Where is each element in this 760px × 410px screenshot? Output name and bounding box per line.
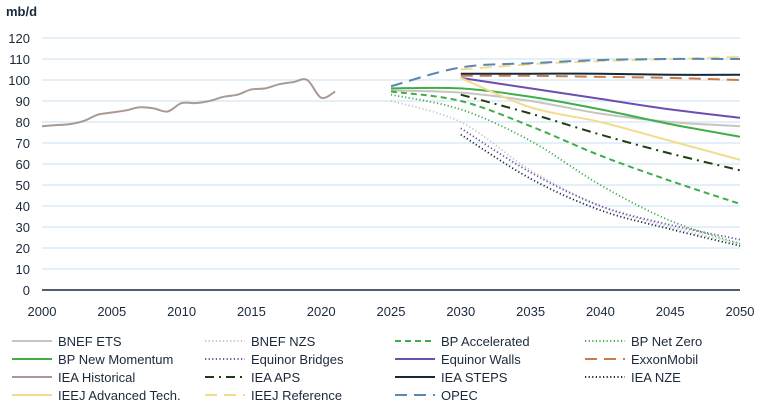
x-tick-label: 2050	[726, 304, 755, 319]
y-tick-label: 10	[16, 262, 30, 277]
y-tick-label: 70	[16, 136, 30, 151]
legend-label-iea-nze: IEA NZE	[631, 370, 681, 385]
x-tick-label: 2020	[307, 304, 336, 319]
x-tick-label: 2045	[656, 304, 685, 319]
series-line-iea-nze	[460, 133, 741, 247]
series-line-bp-net-zero	[390, 93, 741, 245]
y-tick-label: 90	[16, 94, 30, 109]
legend-label-opec: OPEC	[441, 388, 478, 403]
y-tick-label: 0	[23, 283, 30, 298]
series-line-iea-steps	[460, 72, 741, 76]
x-tick-label: 2025	[377, 304, 406, 319]
y-tick-label: 60	[16, 157, 30, 172]
legend-label-iea-historical: IEA Historical	[58, 370, 135, 385]
y-tick-label: 100	[8, 73, 30, 88]
y-tick-label: 120	[8, 31, 30, 46]
x-tick-label: 2015	[237, 304, 266, 319]
series-line-exxonmobil	[460, 74, 741, 81]
series-line-bp-new-momentum	[390, 86, 741, 138]
series-line-opec	[390, 57, 741, 88]
x-tick-label: 2010	[167, 304, 196, 319]
y-tick-label: 80	[16, 115, 30, 130]
series-line-bp-accelerated	[390, 90, 741, 205]
legend-label-equinor-walls: Equinor Walls	[441, 352, 521, 367]
legend-label-ieej-reference: IEEJ Reference	[251, 388, 342, 403]
legend-label-bp-accelerated: BP Accelerated	[441, 334, 530, 349]
series-line-bnef-ets	[390, 89, 741, 128]
legend-label-bp-net-zero: BP Net Zero	[631, 334, 702, 349]
y-tick-label: 30	[16, 220, 30, 235]
series-line-ieej-advanced-tech	[460, 76, 741, 161]
series-line-iea-historical	[41, 78, 336, 128]
x-tick-label: 2040	[586, 304, 615, 319]
legend-label-bnef-ets: BNEF ETS	[58, 334, 122, 349]
x-tick-label: 2030	[446, 304, 475, 319]
series-line-equinor-bridges	[460, 127, 741, 241]
y-tick-label: 40	[16, 199, 30, 214]
series-line-iea-aps	[460, 93, 741, 172]
y-axis-unit-label: mb/d	[6, 4, 37, 19]
legend-label-ieej-advanced-tech: IEEJ Advanced Tech.	[58, 388, 181, 403]
x-tick-label: 2035	[516, 304, 545, 319]
legend-label-bnef-nzs: BNEF NZS	[251, 334, 316, 349]
legend-label-bp-new-momentum: BP New Momentum	[58, 352, 173, 367]
legend-label-iea-steps: IEA STEPS	[441, 370, 508, 385]
legend-label-equinor-bridges: Equinor Bridges	[251, 352, 344, 367]
y-tick-label: 50	[16, 178, 30, 193]
y-tick-label: 110	[9, 52, 30, 67]
legend-label-iea-aps: IEA APS	[251, 370, 300, 385]
y-tick-label: 20	[16, 241, 30, 256]
series-line-equinor-walls	[460, 76, 741, 119]
x-tick-label: 2000	[28, 304, 57, 319]
x-tick-label: 2005	[97, 304, 126, 319]
legend-label-exxonmobil: ExxonMobil	[631, 352, 698, 367]
